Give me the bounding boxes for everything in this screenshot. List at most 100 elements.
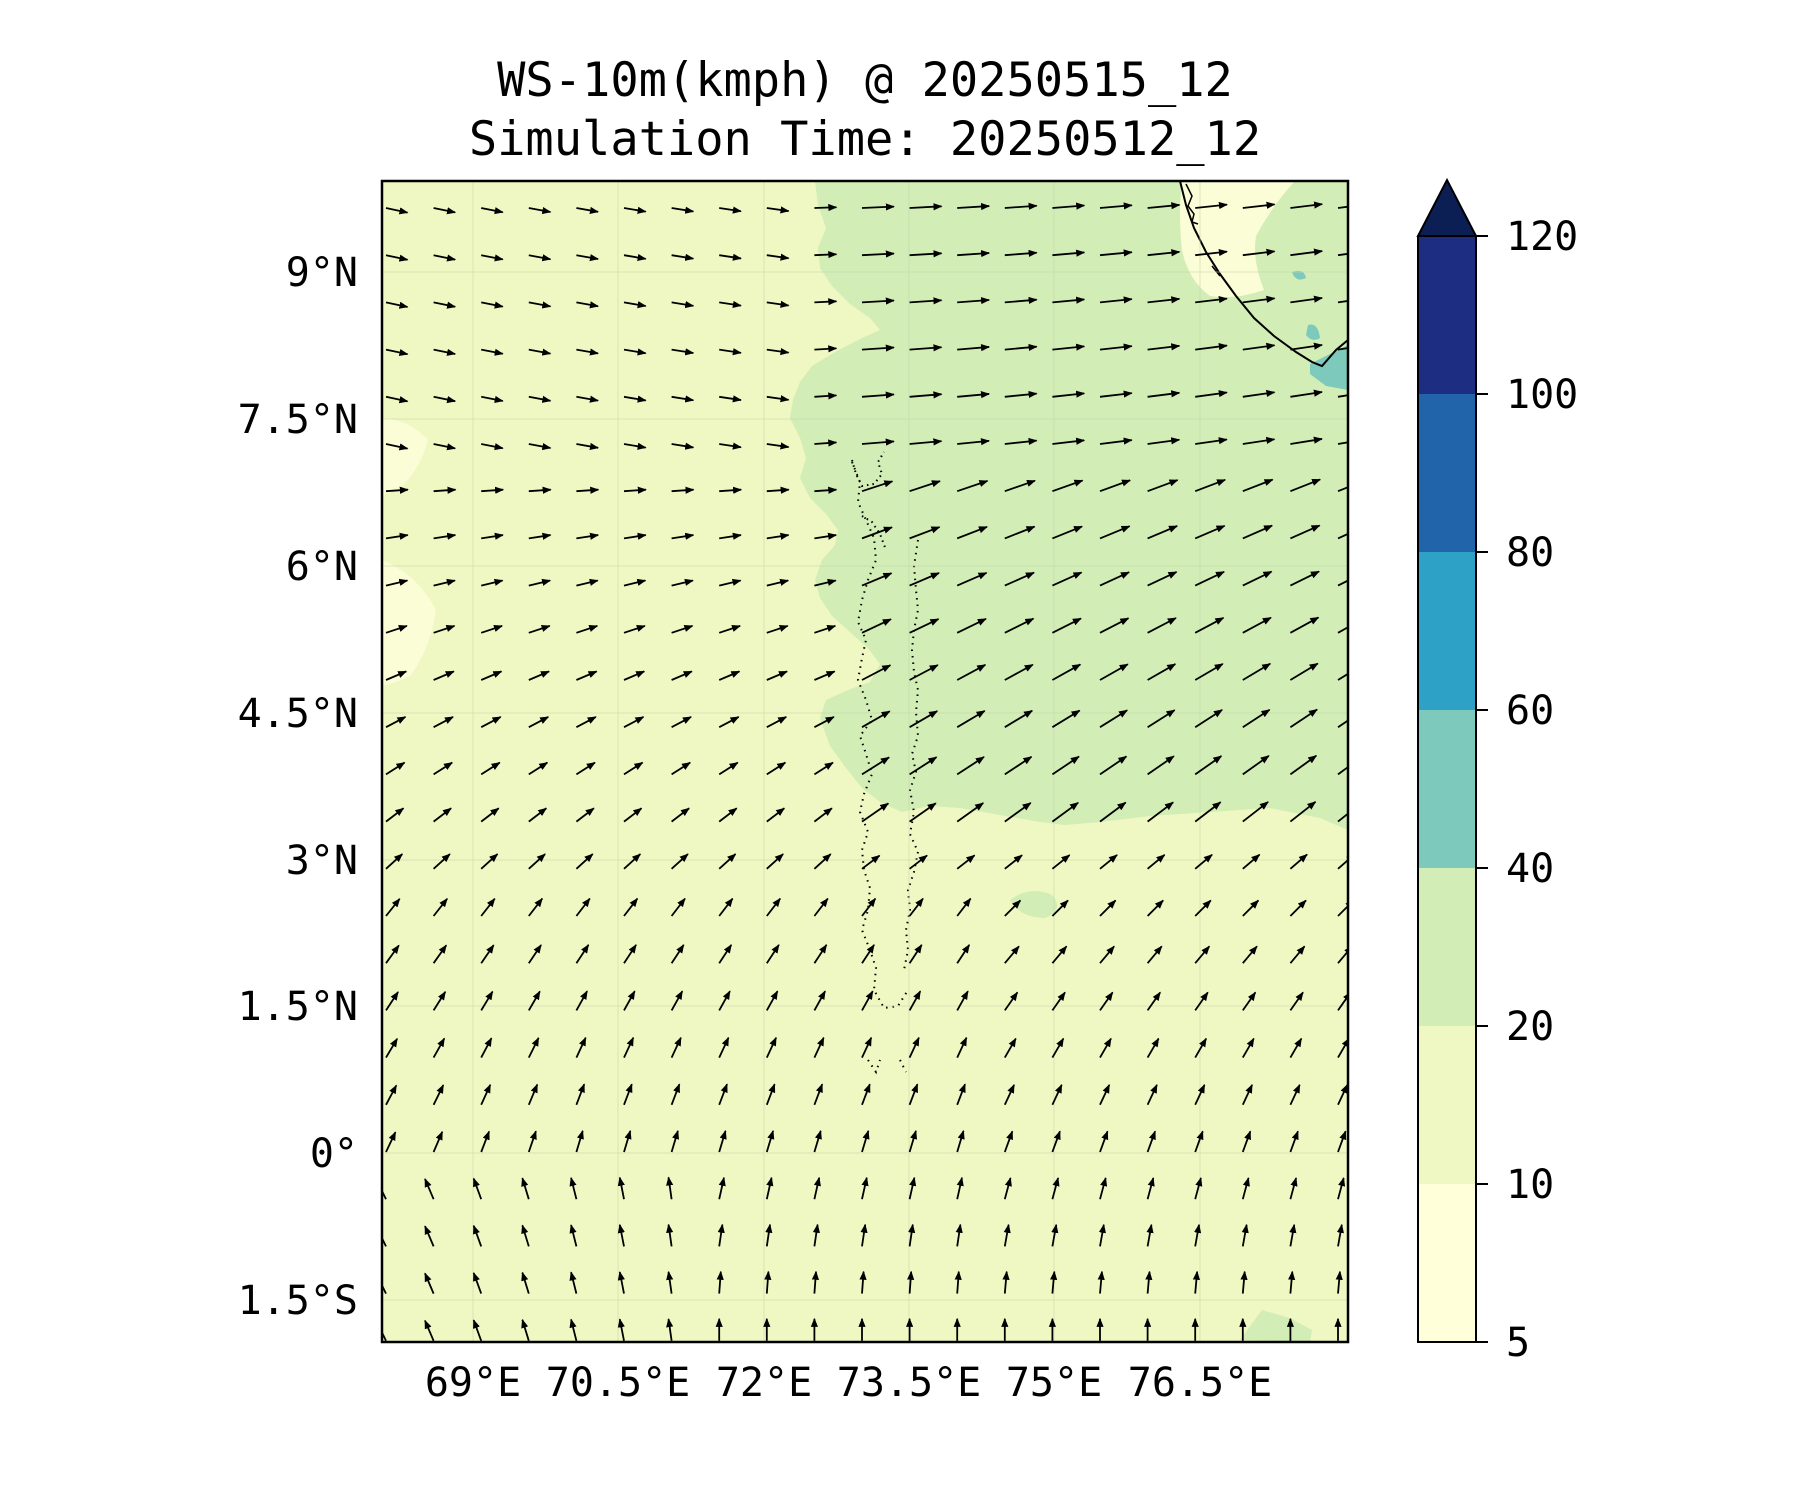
map-panel bbox=[382, 181, 1348, 1342]
wind-vector-arrow bbox=[623, 301, 647, 309]
wind-vector-arrow bbox=[908, 1083, 919, 1106]
wind-vector-arrow bbox=[956, 1176, 964, 1200]
wind-vector-arrow bbox=[1195, 390, 1228, 398]
wind-vector-arrow bbox=[1145, 1270, 1153, 1294]
wind-vector-arrow bbox=[385, 486, 409, 494]
wind-vector-arrow bbox=[575, 807, 595, 823]
wind-vector-arrow bbox=[956, 854, 976, 870]
wind-vector-arrow bbox=[1194, 899, 1212, 917]
wind-vector-arrow bbox=[861, 203, 895, 211]
wind-vector-arrow bbox=[1051, 854, 1071, 870]
wind-vector-arrow bbox=[766, 670, 788, 681]
wind-vector-arrow bbox=[432, 898, 448, 917]
wind-vector-arrow bbox=[1051, 899, 1069, 917]
wind-vector-arrow bbox=[1242, 570, 1273, 587]
map-title-line1: WS-10m(kmph) @ 20250515_12 bbox=[497, 53, 1233, 108]
wind-vector-arrow bbox=[1004, 249, 1038, 257]
wind-vector-arrow bbox=[1290, 524, 1321, 540]
wind-vector-arrow bbox=[861, 438, 895, 446]
wind-vector-arrow bbox=[719, 532, 742, 540]
wind-vector-arrow bbox=[480, 807, 500, 823]
wind-vector-arrow bbox=[766, 761, 787, 776]
longitude-axis: 69°E 70.5°E 72°E 73.5°E 75°E 76.5°E bbox=[425, 1360, 1272, 1406]
wind-vector-arrow bbox=[671, 716, 692, 728]
wind-vector-field bbox=[382, 201, 1348, 1342]
wind-vector-arrow bbox=[1337, 765, 1348, 776]
wind-vector-arrow bbox=[1194, 854, 1213, 870]
wind-vector-arrow bbox=[385, 670, 408, 681]
wind-vector-arrow bbox=[521, 1318, 530, 1342]
wind-vector-arrow bbox=[385, 254, 409, 262]
wind-vector-arrow bbox=[1242, 801, 1269, 823]
wind-vector-arrow bbox=[719, 253, 742, 261]
wind-vector-arrow bbox=[528, 206, 552, 215]
wind-vector-arrow bbox=[1147, 249, 1181, 257]
wind-vector-arrow bbox=[1004, 617, 1035, 634]
wind-vector-arrow bbox=[433, 348, 457, 356]
wind-vector-arrow bbox=[528, 625, 551, 634]
wind-vector-arrow bbox=[956, 571, 988, 587]
wind-vector-arrow bbox=[909, 756, 938, 776]
wind-vector-arrow bbox=[671, 807, 690, 823]
wind-vector-arrow bbox=[909, 664, 939, 681]
wind-vector-arrow bbox=[813, 897, 829, 917]
wind-vector-arrow bbox=[1242, 295, 1276, 304]
wind-speed-zone-5-10-west bbox=[382, 560, 436, 685]
wind-vector-arrow bbox=[424, 1178, 435, 1200]
wind-vector-arrow bbox=[1099, 1130, 1109, 1153]
wind-vector-arrow bbox=[575, 944, 590, 964]
wind-vector-arrow bbox=[671, 578, 694, 587]
wind-vector-arrow bbox=[382, 1320, 387, 1342]
wind-vector-arrow bbox=[907, 1270, 915, 1294]
wind-vector-arrow bbox=[1194, 945, 1211, 964]
wind-vector-arrow bbox=[433, 578, 456, 587]
wind-vector-arrow bbox=[909, 438, 943, 446]
wind-vector-arrow bbox=[1289, 662, 1319, 681]
wind-vector-arrow bbox=[671, 395, 695, 403]
wind-vector-arrow bbox=[908, 990, 922, 1011]
wind-vector-arrow bbox=[1146, 899, 1164, 917]
wind-vector-arrow bbox=[528, 578, 552, 587]
wind-vector-arrow bbox=[766, 253, 790, 261]
wind-speed-zone-40-60 bbox=[1310, 345, 1348, 390]
wind-vector-arrow bbox=[814, 392, 838, 400]
wind-vector-arrow bbox=[1004, 802, 1032, 823]
wind-vector-arrow bbox=[1051, 991, 1066, 1011]
wind-vector-arrow bbox=[576, 578, 599, 587]
wind-vector-arrow bbox=[1289, 1223, 1297, 1247]
wind-vector-arrow bbox=[1194, 1223, 1202, 1247]
wind-vector-arrow bbox=[569, 1176, 578, 1200]
wind-vector-arrow bbox=[1194, 663, 1224, 681]
wind-vector-arrow bbox=[718, 807, 738, 823]
wind-vector-arrow bbox=[433, 716, 454, 728]
wind-vector-arrow bbox=[813, 716, 835, 728]
wind-vector-arrow bbox=[1147, 525, 1178, 540]
coastline bbox=[1179, 181, 1348, 368]
wind-vector-arrow bbox=[1002, 1270, 1010, 1294]
wind-vector-arrow bbox=[1241, 1223, 1249, 1247]
wind-vector-arrow bbox=[1289, 801, 1317, 823]
wind-vector-arrow bbox=[480, 761, 501, 776]
wind-vector-arrow bbox=[718, 990, 731, 1011]
wind-vector-arrow bbox=[1052, 343, 1086, 351]
wind-vector-arrow bbox=[1195, 248, 1228, 257]
wind-vector-arrow bbox=[1099, 991, 1114, 1011]
wind-vector-arrow bbox=[472, 1319, 483, 1342]
coastline bbox=[1185, 183, 1221, 277]
wind-vector-arrow bbox=[1004, 755, 1033, 776]
wind-vector-arrow bbox=[576, 254, 599, 262]
wind-vector-arrow bbox=[861, 990, 874, 1011]
wind-vector-arrow bbox=[718, 853, 737, 870]
colorbar-extend-arrow bbox=[1416, 177, 1478, 237]
wind-vector-arrow bbox=[1147, 617, 1177, 634]
wind-vector-arrow bbox=[528, 301, 552, 309]
wind-vector-arrow bbox=[1052, 437, 1086, 445]
wind-vector-arrow bbox=[623, 716, 645, 728]
wind-vector-arrow bbox=[1289, 1084, 1301, 1106]
wind-vector-arrow bbox=[1051, 1223, 1059, 1247]
wind-vector-arrow bbox=[617, 1223, 625, 1247]
wind-vector-arrow bbox=[861, 944, 875, 964]
wind-vector-arrow bbox=[908, 1223, 916, 1247]
wind-vector-arrow bbox=[1242, 662, 1272, 681]
wind-vector-arrow bbox=[766, 486, 790, 494]
